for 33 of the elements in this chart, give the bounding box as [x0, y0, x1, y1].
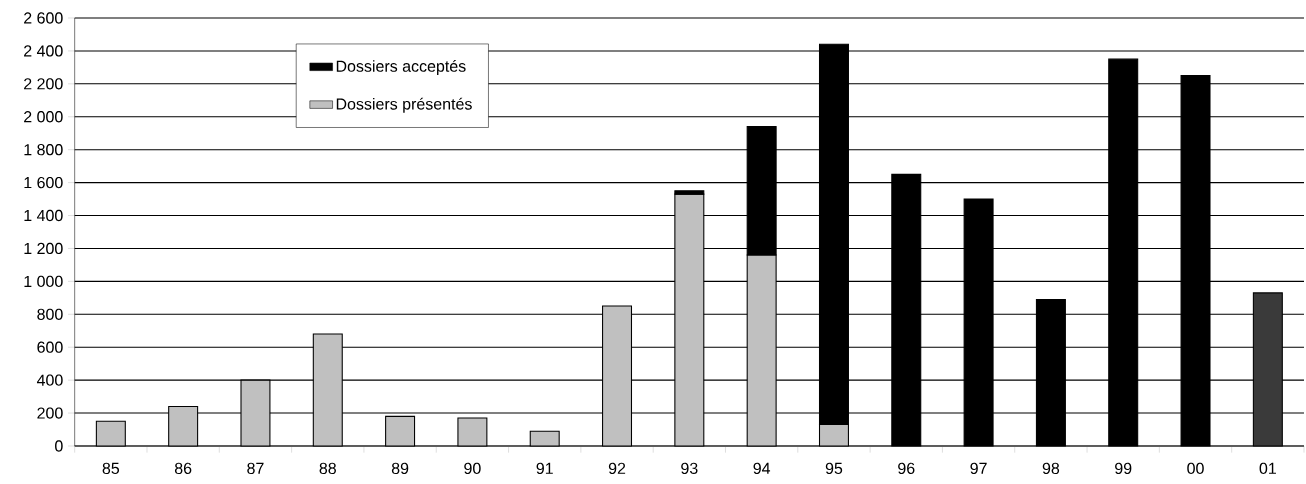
y-tick-label: 800	[37, 308, 63, 320]
x-tick-label: 86	[174, 462, 192, 475]
y-tick-label: 2 200	[24, 78, 63, 90]
x-tick-label: 85	[102, 462, 120, 475]
y-tick-label: 1 400	[24, 209, 63, 222]
x-tick-label: 89	[391, 462, 409, 475]
x-tick-label: 88	[319, 462, 336, 475]
x-tick-label: 91	[536, 462, 553, 475]
x-tick-label: 98	[1042, 462, 1060, 475]
x-tick-label: 94	[753, 462, 771, 475]
x-tick-label: 97	[970, 462, 987, 475]
x-tick-label: 93	[681, 462, 698, 475]
x-tick-label: 96	[898, 462, 915, 475]
legend-label: Dossiers présentés	[336, 97, 472, 113]
y-tick-label: 1 600	[24, 176, 63, 189]
y-tick-label: 600	[37, 341, 63, 353]
x-tick-label: 92	[608, 462, 626, 475]
y-tick-label: 2 600	[24, 12, 63, 24]
x-tick-label: 95	[825, 462, 843, 475]
y-tick-label: 1 000	[24, 275, 63, 288]
y-tick-label: 1 800	[24, 144, 63, 156]
x-tick-label: 90	[464, 462, 481, 475]
x-tick-label: 01	[1259, 462, 1276, 475]
y-tick-label: 400	[36, 374, 63, 386]
y-tick-label: 200	[37, 407, 63, 419]
x-tick-label: 99	[1115, 462, 1132, 475]
x-tick-label: 87	[247, 462, 264, 475]
x-tick-label: 00	[1187, 462, 1204, 475]
y-tick-label: 2 400	[24, 45, 63, 57]
y-tick-label: 0	[55, 440, 63, 452]
legend-label: Dossiers acceptés	[336, 59, 466, 76]
y-tick-label: 2 000	[24, 111, 63, 123]
y-tick-label: 1 200	[24, 242, 63, 255]
